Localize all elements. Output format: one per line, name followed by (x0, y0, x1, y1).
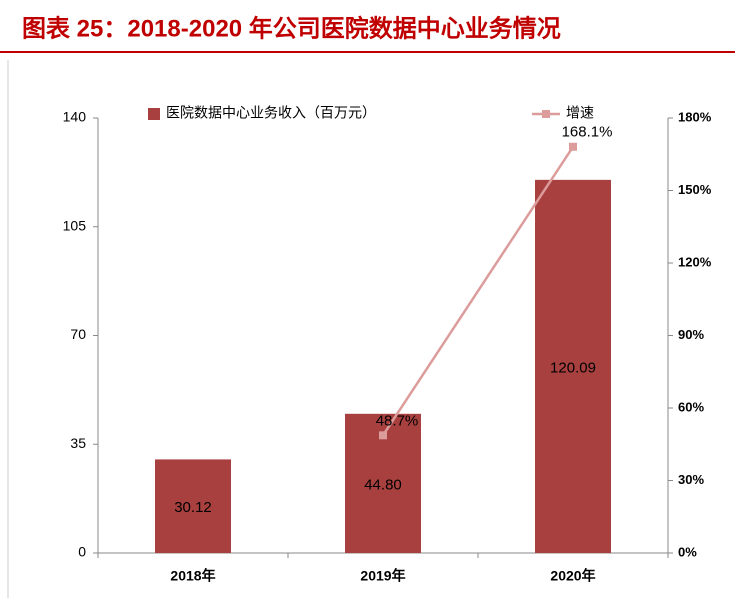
y2-tick-label: 90% (678, 327, 704, 342)
bar (535, 179, 611, 553)
y2-tick-label: 60% (678, 399, 704, 414)
legend-label: 医院数据中心业务收入（百万元） (166, 105, 376, 121)
line-value-label: 168.1% (562, 124, 613, 141)
y2-tick-label: 120% (678, 254, 712, 269)
line-marker (379, 431, 387, 440)
legend-swatch (148, 108, 160, 120)
bar-value-label: 30.12 (174, 499, 212, 516)
x-tick-label: 2019年 (360, 568, 405, 584)
y2-tick-label: 180% (678, 109, 712, 124)
line-marker (569, 142, 577, 151)
bar (155, 459, 231, 553)
bar-value-label: 120.09 (550, 359, 596, 376)
y-tick-label: 105 (63, 217, 87, 233)
y-tick-label: 35 (70, 435, 86, 451)
x-tick-label: 2020年 (550, 568, 595, 584)
bar-value-label: 44.80 (364, 476, 402, 493)
line (381, 146, 575, 436)
y-tick-label: 0 (78, 544, 86, 560)
legend-label: 增速 (566, 105, 594, 121)
x-tick-label: 2018年 (170, 568, 215, 584)
y2-tick-label: 0% (678, 544, 697, 559)
chart-title: 图表 25：2018-2020 年公司医院数据中心业务情况 (22, 14, 561, 42)
y2-tick-label: 30% (678, 472, 704, 487)
y2-tick-label: 150% (678, 182, 712, 197)
y-tick-label: 140 (63, 109, 87, 125)
line-value-label: 48.7% (376, 412, 419, 429)
y-tick-label: 70 (70, 326, 86, 342)
legend-swatch (542, 110, 550, 118)
